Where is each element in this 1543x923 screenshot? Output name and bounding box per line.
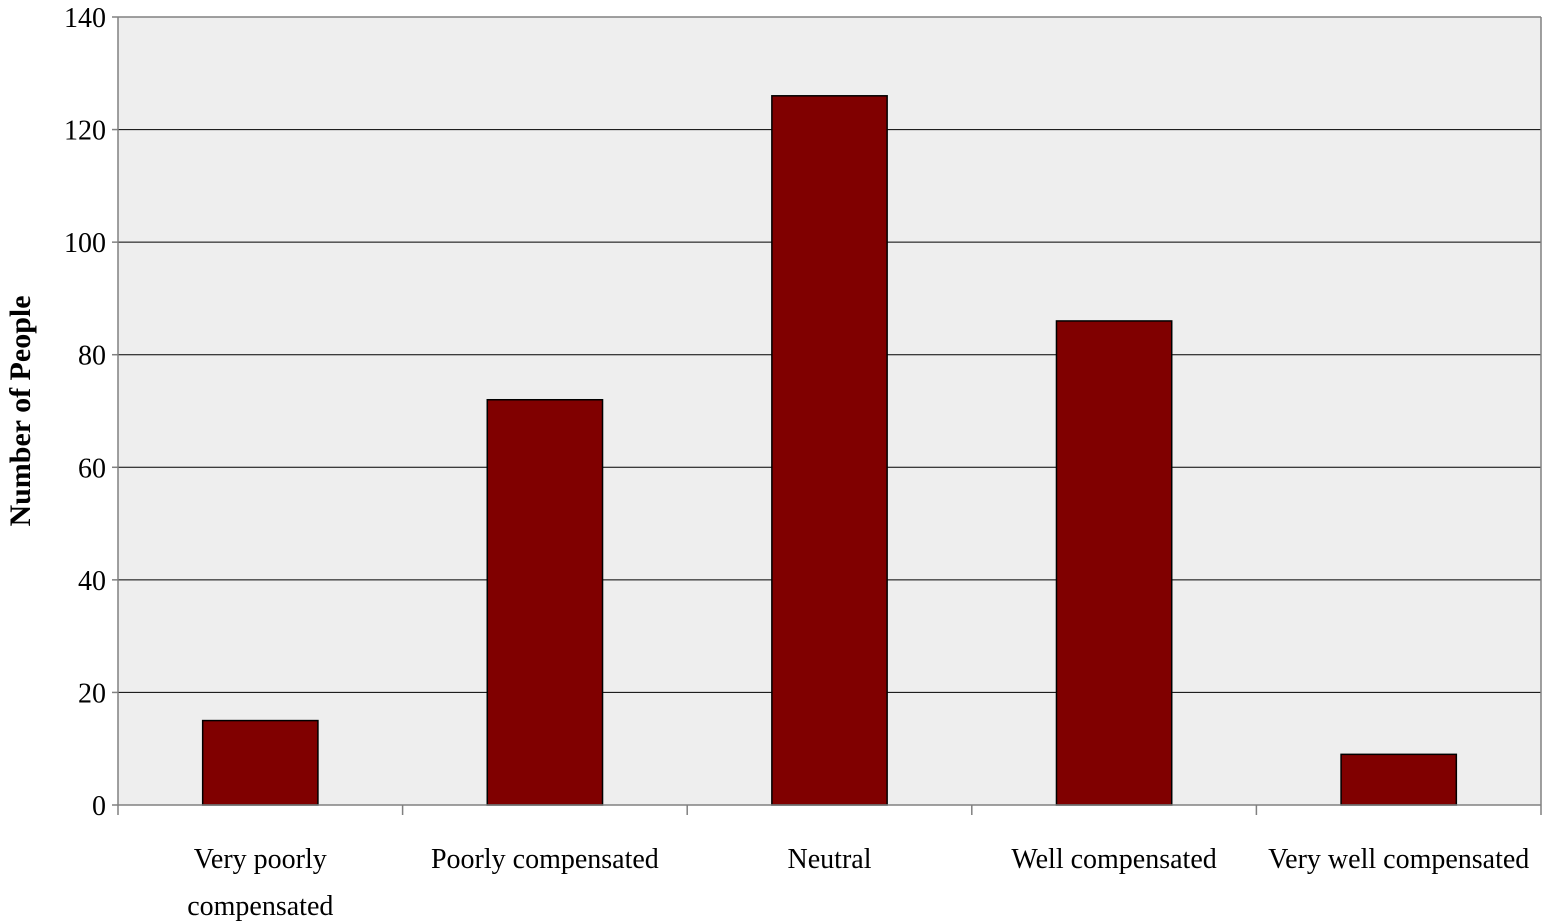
y-tick-label: 40 [78,566,106,597]
bar [486,398,604,806]
y-axis-title: Number of People [4,295,37,526]
x-tick-label: Very poorly [194,844,327,875]
bar [771,95,888,806]
bar [1340,753,1458,806]
y-tick-label: 0 [92,791,106,822]
x-tick-label: Poorly compensated [431,844,659,875]
x-tick-label: Neutral [788,844,872,875]
x-tick-label: Very well compensated [1268,844,1529,875]
y-tick-label: 80 [78,341,106,372]
y-tick-label: 120 [64,116,106,147]
y-tick-label: 140 [64,3,106,34]
y-tick-labels: 0 20 40 60 80 100 120 140 [64,3,106,822]
x-tick-label: compensated [187,891,333,922]
x-tick-label: Well compensated [1011,844,1216,875]
bar [201,719,319,806]
x-tick-labels: Very poorly compensated Poorly compensated… [187,844,1529,922]
axes [112,16,1542,815]
bar [1055,320,1173,806]
y-tick-label: 20 [78,678,106,709]
y-tick-label: 60 [78,453,106,484]
y-tick-label: 100 [64,228,106,259]
